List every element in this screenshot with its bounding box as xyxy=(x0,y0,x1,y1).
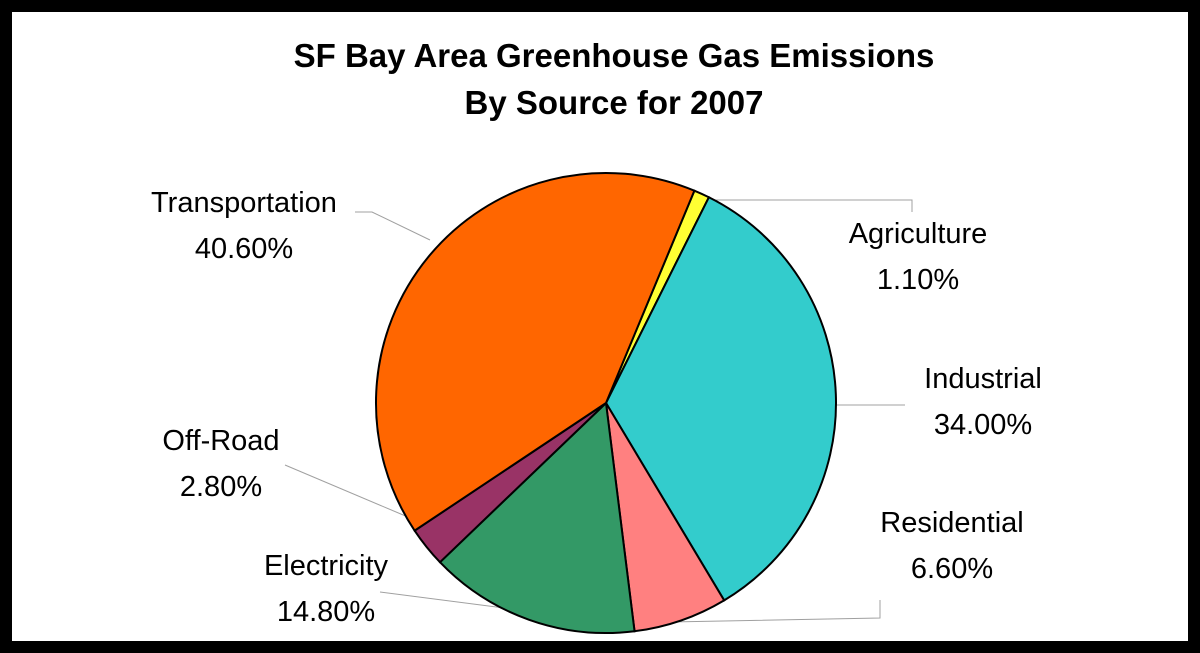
slice-transportation xyxy=(374,172,696,533)
pie-slices xyxy=(374,172,837,634)
leader-line-electricity xyxy=(379,591,521,611)
leader-line-residential xyxy=(669,600,881,623)
value-label-agriculture: 1.10% xyxy=(877,264,959,296)
slice-industrial xyxy=(604,195,837,602)
leader-line-off-road xyxy=(284,464,416,521)
label-transportation: Transportation xyxy=(151,187,337,219)
value-label-electricity: 14.80% xyxy=(277,596,375,628)
slice-electricity xyxy=(438,400,636,634)
value-label-off-road: 2.80% xyxy=(180,471,262,503)
label-off-road: Off-Road xyxy=(162,425,279,457)
label-industrial: Industrial xyxy=(924,363,1042,395)
chart-title: SF Bay Area Greenhouse Gas Emissions xyxy=(294,37,935,74)
label-residential: Residential xyxy=(880,507,1023,539)
leader-line-transportation xyxy=(355,211,431,241)
value-label-industrial: 34.00% xyxy=(934,409,1032,441)
value-label-residential: 6.60% xyxy=(911,553,993,585)
label-electricity: Electricity xyxy=(264,550,389,582)
slice-labels: Agriculture 1.10% Industrial 34.00% Resident… xyxy=(151,187,1042,628)
label-agriculture: Agriculture xyxy=(849,218,988,250)
leader-lines xyxy=(284,199,913,623)
leader-line-agriculture xyxy=(703,199,913,212)
value-label-transportation: 40.60% xyxy=(195,233,293,265)
chart-subtitle: By Source for 2007 xyxy=(465,84,764,121)
